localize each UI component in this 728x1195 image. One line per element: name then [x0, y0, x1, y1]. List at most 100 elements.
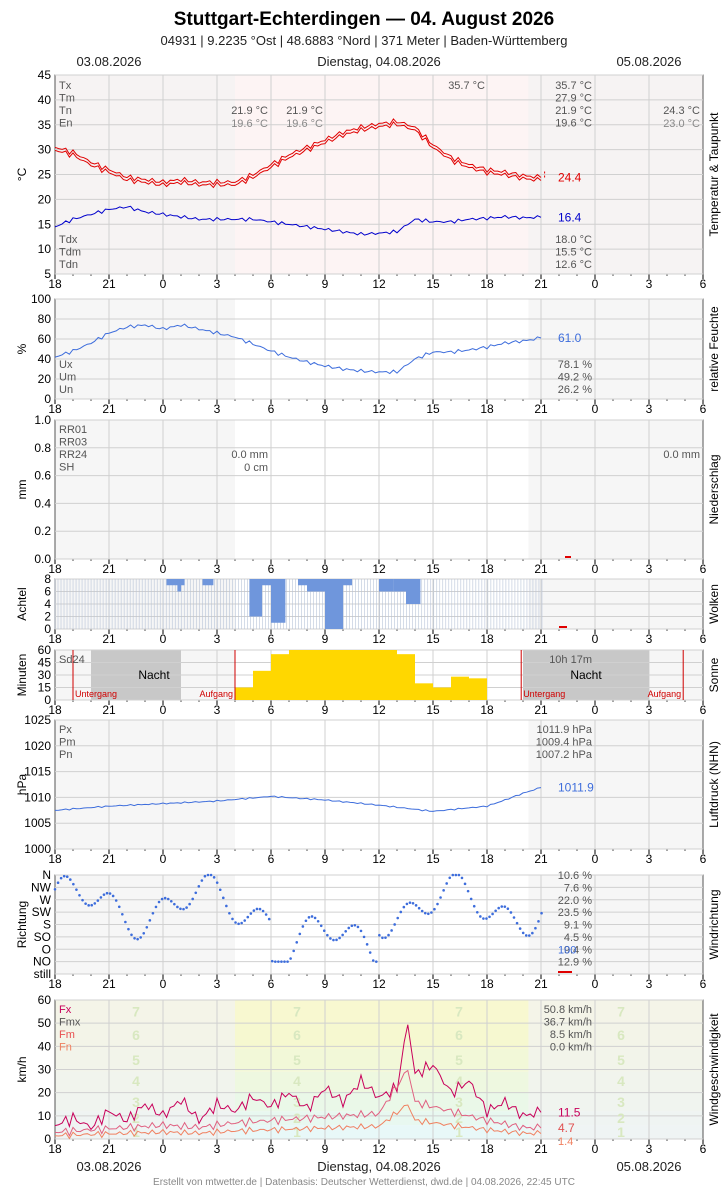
humidity-ytick-label: 60: [38, 332, 52, 346]
direction-point: [286, 960, 289, 963]
direction-point: [347, 926, 351, 930]
sun-legend-code: Sd24: [59, 654, 85, 666]
direction-point: [62, 874, 66, 878]
precipitation-ylabel: mm: [15, 480, 29, 500]
clouds-xtick-label: 0: [160, 632, 167, 646]
direction-point: [218, 888, 222, 892]
wind_direction-xtick-label: 15: [426, 977, 440, 991]
sunshine-ytick-label: 45: [38, 656, 52, 670]
legend-value: 1007.2 hPa: [536, 749, 593, 761]
sunshine-xtick-label: 0: [592, 703, 599, 717]
pressure-xtick-label: 0: [160, 852, 167, 866]
humidity-ytick-label: 100: [31, 292, 51, 306]
direction-share: 23.5 %: [558, 907, 592, 919]
direction-point: [234, 921, 237, 924]
beaufort-label: 5: [617, 1052, 625, 1068]
legend-value: 19.6 °C: [555, 118, 592, 130]
direction-point: [114, 899, 118, 902]
precip-legend-code: RR24: [59, 449, 87, 461]
pressure-ylabel: hPa: [15, 774, 29, 796]
direction-point: [411, 901, 415, 905]
pressure-ytick-label: 1025: [24, 713, 51, 727]
sunshine-xtick-label: 3: [214, 703, 221, 717]
direction-point: [127, 927, 130, 931]
direction-point: [475, 910, 479, 914]
humidity-end-label: 61.0: [558, 331, 582, 345]
beaufort-label: 7: [293, 1004, 301, 1020]
direction-point: [203, 874, 207, 878]
direction-point: [319, 924, 323, 928]
beaufort-label: 3: [293, 1094, 301, 1110]
precipitation-xtick-label: 21: [534, 562, 548, 576]
direction-point: [237, 922, 240, 926]
direction-point: [166, 897, 170, 901]
precipitation-xtick-label: 6: [268, 562, 275, 576]
precipitation-ytick-label: 0.0: [34, 552, 51, 566]
wind_speed-xtick-label: 3: [214, 1142, 221, 1156]
direction-point: [430, 911, 433, 914]
beaufort-label: 3: [617, 1094, 625, 1110]
direction-point: [313, 916, 317, 920]
next-day-tn: 24.3 °C: [663, 105, 700, 117]
direction-point: [185, 906, 188, 909]
footer-date-center: Dienstag, 04.08.2026: [317, 1159, 441, 1174]
direction-label: SW: [32, 905, 52, 919]
sunshine-xtick-label: 21: [534, 703, 548, 717]
wind_direction-xtick-label: 21: [534, 977, 548, 991]
direction-point: [176, 905, 179, 909]
legend-value: 1011.9 hPa: [537, 724, 593, 736]
legend-value: 1009.4 hPa: [536, 737, 593, 749]
temperature-ytick-label: 5: [44, 267, 51, 281]
direction-point: [173, 902, 176, 906]
clouds-xtick-label: 18: [48, 632, 62, 646]
direction-point: [99, 896, 103, 899]
sunshine-ytick-label: 30: [38, 668, 52, 682]
wind-legend-code: Fx: [59, 1004, 72, 1016]
min-wind-line: [54, 1104, 542, 1140]
direction-point: [307, 916, 311, 919]
clouds-ytick-label: 2: [44, 610, 51, 624]
sunshine-ytick-label: 15: [38, 681, 52, 695]
beaufort-label: 1: [293, 1124, 301, 1140]
direction-share: 7.6 %: [564, 882, 592, 894]
direction-point: [90, 903, 94, 907]
beaufort-label: 5: [293, 1052, 301, 1068]
temperature-xtick-label: 0: [160, 277, 167, 291]
direction-point: [509, 911, 513, 914]
precipitation-ytick-label: 1.0: [34, 413, 51, 427]
clouds-xtick-label: 9: [322, 632, 329, 646]
wind_direction-xtick-label: 9: [322, 977, 329, 991]
temperature-xtick-label: 6: [268, 277, 275, 291]
sunset-label: Untergang: [75, 689, 117, 699]
direction-point: [482, 917, 485, 920]
sun-total: 10h 17m: [549, 654, 592, 666]
footer-date-left: 03.08.2026: [76, 1159, 141, 1174]
cloud-bar: [298, 579, 307, 586]
precipitation-right-label: Niederschlag: [707, 454, 721, 524]
direction-point: [405, 902, 409, 906]
direction-share: 22.0 %: [558, 895, 592, 907]
beaufort-label: 7: [617, 1004, 625, 1020]
temperature-ytick-label: 40: [38, 93, 52, 107]
direction-point: [206, 873, 210, 877]
humidity-xtick-label: 15: [426, 402, 440, 416]
clouds-xtick-label: 15: [426, 632, 440, 646]
temperature-xtick-label: 18: [48, 277, 62, 291]
legend-code: En: [59, 118, 72, 130]
direction-point: [139, 936, 142, 939]
gust-end-label: 11.5: [558, 1105, 581, 1119]
legend-code: Tx: [59, 80, 72, 92]
direction-point: [466, 889, 470, 893]
direction-point: [512, 916, 516, 919]
pressure-night-shade: [55, 720, 235, 849]
pressure-xtick-label: 9: [322, 852, 329, 866]
pressure-ytick-label: 1020: [24, 739, 51, 753]
next-day-en: 23.0 °C: [663, 118, 700, 130]
temperature-ytick-label: 30: [38, 143, 52, 157]
wind_speed-ytick-label: 50: [38, 1016, 52, 1030]
legend-value: 18.0 °C: [555, 234, 592, 246]
footer-credit: Erstellt von mtwetter.de | Datenbasis: D…: [153, 1177, 575, 1188]
direction-point: [111, 894, 115, 898]
